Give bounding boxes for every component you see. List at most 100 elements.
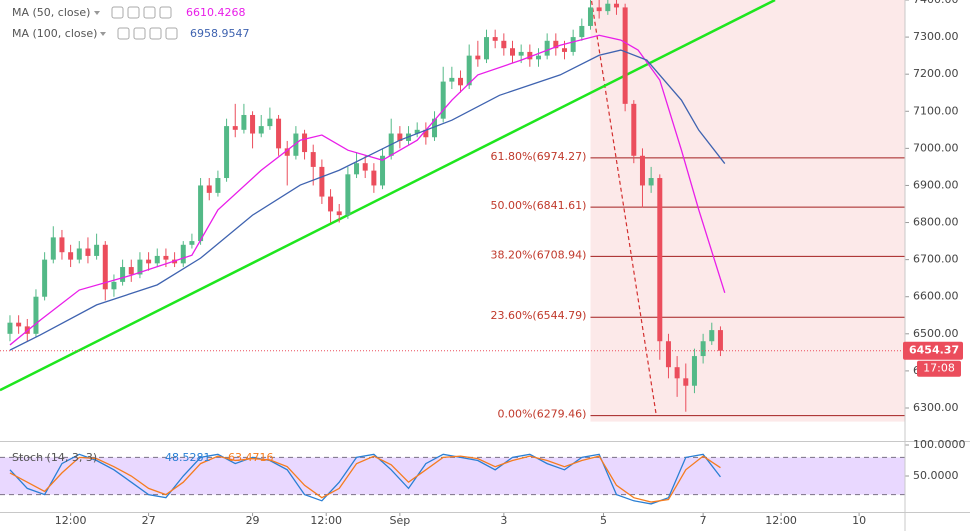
x-tick-label: 3 bbox=[500, 514, 507, 527]
x-tick-label: Sep bbox=[389, 514, 410, 527]
x-tick-label: 12:00 bbox=[310, 514, 342, 527]
candle-body bbox=[328, 196, 334, 212]
settings-icon[interactable] bbox=[133, 27, 146, 40]
candle-body bbox=[215, 178, 221, 193]
candle-body bbox=[68, 252, 74, 260]
y-tick-label: 7400.00 bbox=[913, 0, 959, 6]
y-tick-label: 6700.00 bbox=[913, 253, 959, 266]
price-tag-label: 6454.37 bbox=[909, 344, 959, 357]
candle-body bbox=[544, 40, 550, 56]
add-icon[interactable] bbox=[149, 27, 162, 40]
visibility-icon[interactable] bbox=[117, 27, 130, 40]
y-tick-label: 100.0000 bbox=[913, 438, 966, 451]
x-tick-label: 12:00 bbox=[765, 514, 797, 527]
remove-icon[interactable] bbox=[159, 6, 172, 19]
fib-label: 50.00%(6841.61) bbox=[490, 199, 586, 212]
candle-body bbox=[189, 241, 195, 245]
settings-icon[interactable] bbox=[127, 6, 140, 19]
candle-body bbox=[631, 103, 637, 156]
candle-body bbox=[501, 40, 507, 49]
x-tick-label: 7 bbox=[700, 514, 707, 527]
main-layer bbox=[0, 0, 905, 505]
candle-body bbox=[7, 322, 13, 334]
candle-body bbox=[440, 81, 446, 119]
candle-body bbox=[432, 118, 438, 138]
candle-body bbox=[691, 356, 697, 386]
candle-body bbox=[648, 178, 654, 186]
candle-body bbox=[94, 244, 100, 256]
dropdown-caret[interactable] bbox=[100, 32, 106, 36]
candle-body bbox=[293, 133, 299, 156]
y-tick-label: 6600.00 bbox=[913, 290, 959, 303]
y-tick-label: 6900.00 bbox=[913, 178, 959, 191]
candle-body bbox=[561, 48, 567, 52]
candle-body bbox=[622, 7, 628, 104]
candle-body bbox=[665, 341, 671, 368]
candle-body bbox=[371, 170, 377, 186]
candle-body bbox=[700, 341, 706, 357]
candle-body bbox=[484, 37, 490, 60]
x-tick-label: 27 bbox=[142, 514, 156, 527]
candle-body bbox=[85, 248, 91, 256]
candle-body bbox=[639, 155, 645, 186]
candle-body bbox=[111, 281, 117, 290]
candle-body bbox=[657, 178, 663, 342]
fib-label: 61.80%(6974.27) bbox=[490, 150, 586, 163]
y-tick-label: 7300.00 bbox=[913, 30, 959, 43]
fib-zone bbox=[590, 0, 905, 422]
candle-body bbox=[527, 51, 533, 60]
candle-body bbox=[492, 37, 498, 41]
legend-label: MA (100, close) bbox=[12, 27, 97, 40]
fib-label: 38.20%(6708.94) bbox=[490, 248, 586, 261]
candle-body bbox=[120, 267, 126, 282]
y-tick-label: 7000.00 bbox=[913, 141, 959, 154]
candle-body bbox=[449, 77, 455, 82]
candle-body bbox=[33, 296, 39, 334]
candle-body bbox=[553, 40, 559, 49]
trendline bbox=[0, 0, 776, 392]
candle-body bbox=[163, 255, 169, 260]
candle-body bbox=[579, 25, 585, 38]
candle-body bbox=[232, 126, 238, 130]
candle-body bbox=[535, 55, 541, 60]
candle-body bbox=[613, 3, 619, 8]
candle-body bbox=[380, 155, 386, 186]
candle-body bbox=[102, 244, 108, 290]
candle-body bbox=[302, 133, 308, 153]
remove-icon[interactable] bbox=[165, 27, 178, 40]
stoch-value: 48.5281 bbox=[165, 451, 211, 464]
candle-body bbox=[128, 267, 134, 275]
candle-body bbox=[16, 322, 22, 327]
candle-body bbox=[241, 114, 247, 130]
candle-body bbox=[423, 129, 429, 138]
candle-body bbox=[319, 166, 325, 197]
y-tick-label: 7100.00 bbox=[913, 104, 959, 117]
candle-body bbox=[206, 185, 212, 193]
y-tick-label: 6300.00 bbox=[913, 401, 959, 414]
dropdown-caret[interactable] bbox=[94, 11, 100, 15]
candle-body bbox=[258, 126, 264, 134]
x-tick-label: 5 bbox=[600, 514, 607, 527]
candle-body bbox=[198, 185, 204, 242]
candle-body bbox=[466, 55, 472, 86]
candle-body bbox=[310, 152, 316, 167]
stoch-title: Stoch (14, 3, 3) bbox=[12, 451, 97, 464]
candle-body bbox=[510, 48, 516, 56]
candle-body bbox=[76, 248, 82, 260]
add-icon[interactable] bbox=[143, 6, 156, 19]
candle-body bbox=[674, 367, 680, 379]
visibility-icon[interactable] bbox=[111, 6, 124, 19]
candle-body bbox=[42, 259, 48, 297]
drop-line bbox=[590, 0, 657, 416]
stoch-line bbox=[9, 455, 721, 503]
y-tick-label: 7200.00 bbox=[913, 67, 959, 80]
candle-body bbox=[570, 37, 576, 52]
candle-body bbox=[250, 114, 256, 134]
overlay-layer: 6300.006400.006500.006600.006700.006800.… bbox=[55, 0, 966, 527]
candle-body bbox=[180, 244, 186, 264]
x-tick-label: 29 bbox=[246, 514, 260, 527]
x-tick-label: 12:00 bbox=[55, 514, 87, 527]
x-tick-label: 10 bbox=[852, 514, 866, 527]
fib-label: 23.60%(6544.79) bbox=[490, 309, 586, 322]
